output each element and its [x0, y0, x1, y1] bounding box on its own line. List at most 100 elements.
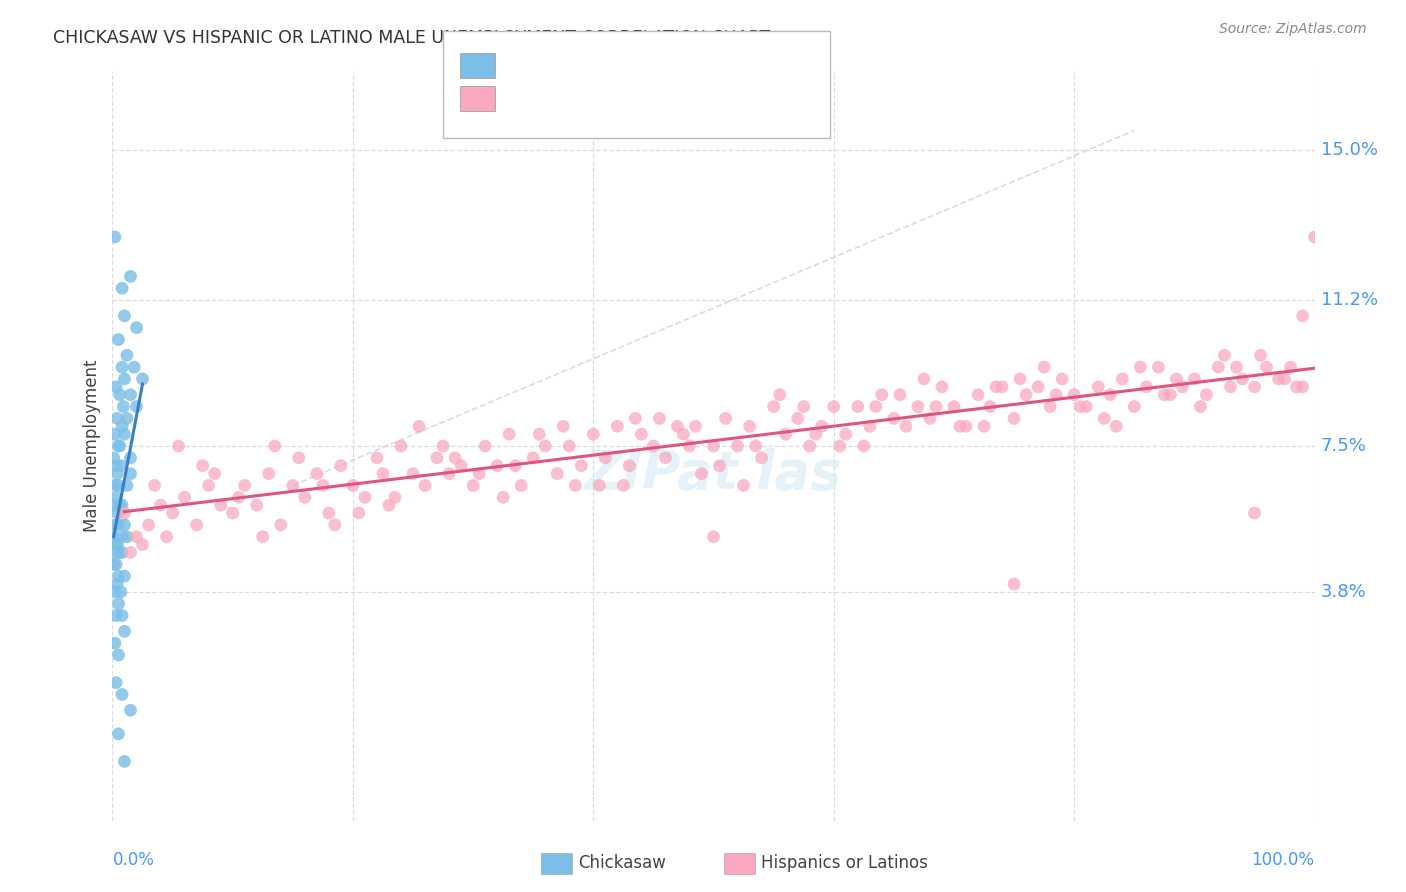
Point	[110, 585, 132, 599]
Point	[949, 419, 972, 434]
Point	[991, 380, 1014, 394]
Point	[107, 333, 129, 347]
Point	[1274, 372, 1296, 386]
Point	[107, 478, 129, 492]
Text: N =: N =	[593, 89, 630, 107]
Point	[1147, 360, 1170, 375]
Point	[474, 439, 496, 453]
Point	[967, 388, 990, 402]
Point	[558, 439, 581, 453]
Point	[1208, 360, 1230, 375]
Point	[115, 411, 138, 425]
Text: 0.593: 0.593	[536, 89, 591, 107]
Point	[270, 517, 292, 532]
Point	[104, 478, 127, 492]
Point	[114, 517, 136, 532]
Point	[105, 467, 128, 481]
Point	[108, 545, 131, 559]
Point	[186, 517, 208, 532]
Point	[366, 450, 388, 465]
Point	[233, 478, 256, 492]
Point	[690, 467, 713, 481]
Point	[846, 400, 869, 414]
Point	[553, 419, 575, 434]
Point	[107, 597, 129, 611]
Point	[114, 755, 136, 769]
Point	[1002, 411, 1025, 425]
Point	[131, 538, 153, 552]
Point	[1232, 372, 1254, 386]
Point	[702, 439, 725, 453]
Point	[498, 427, 520, 442]
Point	[786, 411, 808, 425]
Point	[468, 467, 491, 481]
Point	[955, 419, 977, 434]
Point	[104, 427, 127, 442]
Point	[714, 411, 737, 425]
Point	[595, 450, 617, 465]
Point	[569, 458, 592, 473]
Point	[678, 439, 700, 453]
Point	[354, 490, 377, 504]
Point	[1171, 380, 1194, 394]
Point	[384, 490, 406, 504]
Point	[546, 467, 568, 481]
Point	[1123, 400, 1146, 414]
Point	[588, 478, 610, 492]
Point	[114, 309, 136, 323]
Point	[894, 419, 917, 434]
Point	[744, 439, 766, 453]
Point	[252, 530, 274, 544]
Text: 196: 196	[623, 89, 659, 107]
Point	[835, 427, 858, 442]
Point	[104, 230, 127, 244]
Text: 15.0%: 15.0%	[1320, 141, 1378, 160]
Point	[115, 530, 138, 544]
Text: ZIPat las: ZIPat las	[585, 448, 842, 500]
Point	[120, 450, 142, 465]
Point	[1010, 372, 1032, 386]
Point	[125, 320, 148, 334]
Point	[378, 498, 401, 512]
Point	[804, 427, 827, 442]
Point	[125, 530, 148, 544]
Point	[105, 538, 128, 552]
Point	[630, 427, 652, 442]
Point	[105, 577, 128, 591]
Point	[111, 281, 134, 295]
Point	[1166, 372, 1188, 386]
Point	[1243, 506, 1265, 520]
Point	[103, 450, 125, 465]
Point	[408, 419, 430, 434]
Point	[120, 467, 142, 481]
Point	[564, 478, 586, 492]
Point	[105, 538, 128, 552]
Point	[865, 400, 887, 414]
Point	[108, 498, 131, 512]
Point	[1063, 388, 1085, 402]
Point	[672, 427, 695, 442]
Point	[799, 439, 821, 453]
Point	[107, 569, 129, 583]
Point	[1105, 419, 1128, 434]
Point	[606, 419, 628, 434]
Point	[105, 490, 128, 504]
Point	[870, 388, 893, 402]
Point	[931, 380, 953, 394]
Point	[1135, 380, 1157, 394]
Text: Chickasaw: Chickasaw	[578, 855, 666, 872]
Point	[402, 467, 425, 481]
Point	[209, 498, 232, 512]
Point	[122, 360, 145, 375]
Point	[1099, 388, 1122, 402]
Point	[643, 439, 665, 453]
Point	[762, 400, 785, 414]
Point	[510, 478, 533, 492]
Point	[155, 530, 177, 544]
Point	[775, 427, 797, 442]
Point	[104, 585, 127, 599]
Point	[371, 467, 394, 481]
Point	[1129, 360, 1152, 375]
Point	[294, 490, 316, 504]
Point	[413, 478, 436, 492]
